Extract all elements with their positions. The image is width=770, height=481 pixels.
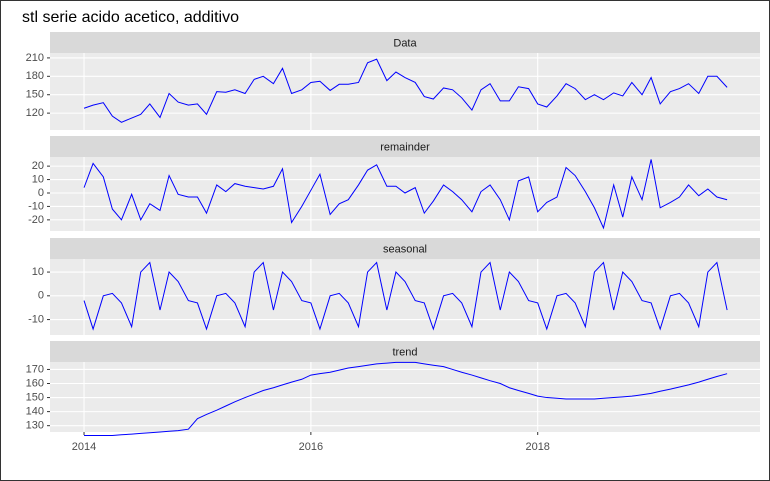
chart-title: stl serie acido acetico, additivo — [22, 9, 239, 26]
panel-background — [50, 157, 760, 231]
panel-background — [50, 259, 760, 335]
panel-background — [50, 53, 760, 130]
y-tick-label: 150 — [26, 391, 44, 403]
y-tick-label: 0 — [38, 290, 44, 302]
panel-background — [50, 362, 760, 432]
y-tick-label: 120 — [26, 107, 44, 119]
series-line — [84, 361, 728, 437]
y-tick-label: 140 — [26, 406, 44, 418]
series-line — [83, 58, 728, 123]
y-tick-label: 150 — [26, 89, 44, 101]
strip-label: seasonal — [383, 243, 427, 255]
y-tick-label: 170 — [26, 363, 44, 375]
strip-label: trend — [392, 346, 417, 358]
strip-label: remainder — [380, 141, 430, 153]
y-tick-label: 10 — [32, 266, 44, 278]
x-tick-label: 2018 — [525, 441, 549, 453]
strip — [50, 238, 760, 259]
y-tick-label: 0 — [38, 187, 44, 199]
series-line — [83, 261, 728, 331]
strip — [50, 136, 760, 157]
series-line — [83, 159, 728, 230]
y-tick-label: 130 — [26, 420, 44, 432]
y-tick-label: 20 — [32, 160, 44, 172]
y-tick-label: -20 — [28, 214, 44, 226]
y-tick-label: 210 — [26, 52, 44, 64]
y-tick-label: -10 — [28, 200, 44, 212]
y-tick-label: 160 — [26, 377, 44, 389]
strip — [50, 341, 760, 362]
y-tick-label: 10 — [32, 173, 44, 185]
y-tick-label: -10 — [28, 313, 44, 325]
strip-label: Data — [393, 37, 417, 49]
y-tick-label: 180 — [26, 70, 44, 82]
strip — [50, 32, 760, 53]
x-tick-label: 2016 — [299, 441, 323, 453]
x-tick-label: 2014 — [72, 441, 96, 453]
